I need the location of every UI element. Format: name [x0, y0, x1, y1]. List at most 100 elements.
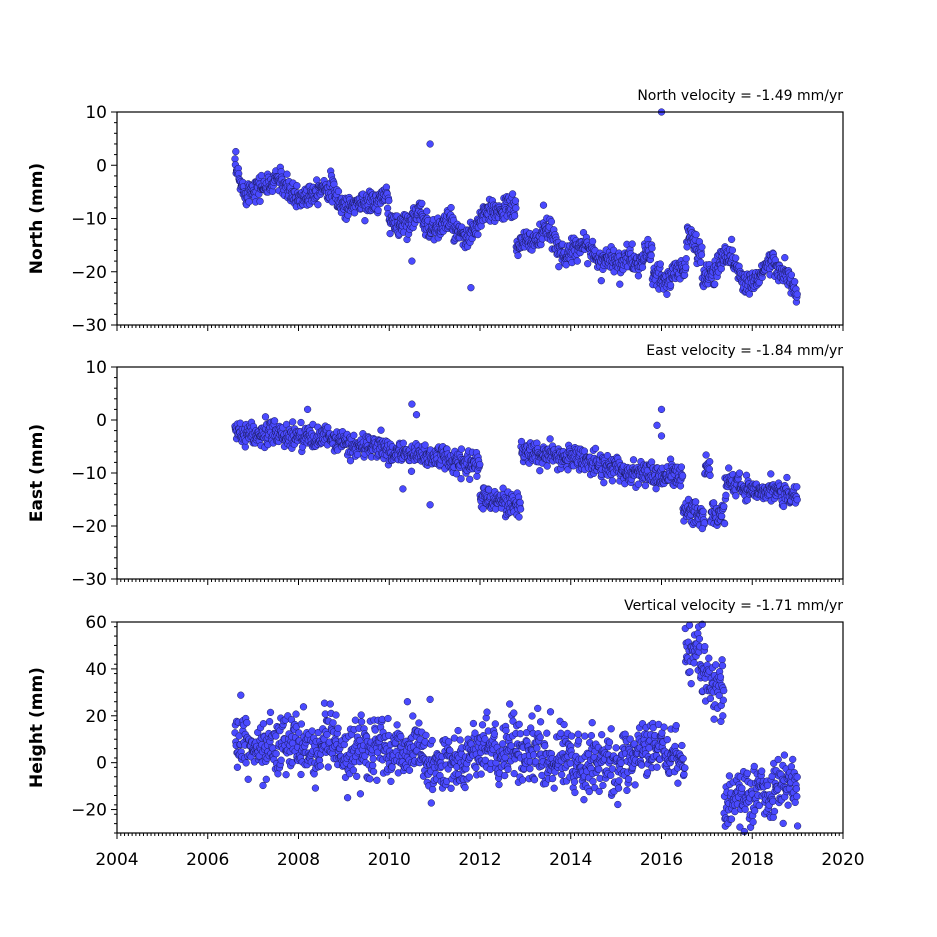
- north-ytick-label: −30: [71, 316, 107, 336]
- height-point: [334, 724, 342, 732]
- north-outlier-point: [408, 257, 416, 265]
- height-point: [387, 777, 395, 786]
- east-point: [546, 435, 554, 443]
- height-point: [242, 759, 250, 767]
- height-point: [349, 766, 358, 774]
- height-point: [631, 781, 639, 789]
- east-ytick-label: −10: [71, 464, 107, 484]
- height-point: [384, 714, 392, 723]
- height-point: [332, 711, 340, 719]
- north-outlier-point: [426, 140, 434, 148]
- height-xtick-label: 2020: [821, 850, 864, 870]
- east-point: [466, 475, 474, 483]
- height-point: [428, 736, 436, 745]
- height-point: [560, 720, 568, 729]
- height-xtick-label: 2014: [549, 850, 592, 870]
- height-point: [282, 771, 290, 779]
- east-point: [720, 502, 728, 511]
- north-point: [791, 278, 799, 286]
- height-point: [638, 761, 646, 769]
- height-point: [528, 712, 536, 720]
- north-title: North velocity = -1.49 mm/yr: [637, 88, 843, 104]
- north-point: [245, 198, 253, 206]
- height-point: [366, 775, 374, 783]
- height-point: [243, 719, 251, 727]
- height-point: [718, 662, 727, 670]
- height-point: [259, 781, 267, 790]
- east-point: [677, 463, 686, 471]
- height-point: [653, 763, 661, 771]
- north-point: [283, 170, 291, 178]
- height-point: [526, 765, 534, 773]
- height-panel: Vertical velocity = -1.71 mm/yr Height (m…: [27, 598, 865, 870]
- height-point: [690, 659, 698, 667]
- height-point: [605, 738, 614, 746]
- north-point: [573, 257, 581, 265]
- height-point: [663, 735, 671, 744]
- height-point: [297, 720, 306, 728]
- north-ytick-label: −10: [71, 210, 107, 230]
- height-point: [712, 661, 720, 669]
- north-ylabel: North (mm): [27, 163, 47, 274]
- height-point: [237, 691, 245, 699]
- north-point: [386, 229, 394, 238]
- north-point: [588, 237, 597, 246]
- east-outlier-point: [399, 485, 407, 493]
- height-point: [515, 720, 523, 728]
- height-point: [262, 775, 270, 783]
- height-point: [706, 694, 715, 703]
- height-point: [499, 740, 507, 748]
- height-point: [574, 737, 583, 745]
- height-point: [725, 772, 734, 780]
- height-point: [750, 762, 758, 771]
- north-ytick-label: −20: [71, 263, 107, 283]
- north-point: [648, 244, 656, 252]
- height-xtick-label: 2008: [277, 850, 320, 870]
- height-point: [326, 700, 334, 708]
- height-point: [353, 772, 361, 781]
- north-point: [682, 255, 690, 263]
- north-point: [423, 207, 431, 215]
- height-point: [533, 744, 541, 752]
- north-point: [682, 263, 690, 271]
- height-point: [617, 759, 625, 767]
- east-point: [641, 481, 650, 490]
- north-point: [781, 254, 789, 262]
- height-point: [272, 750, 280, 758]
- east-point: [725, 464, 733, 472]
- east-panel: East velocity = -1.84 mm/yr East (mm) −30 −…: [27, 343, 844, 590]
- east-point: [353, 450, 362, 459]
- height-point: [274, 770, 282, 778]
- east-point: [699, 507, 707, 516]
- height-point: [244, 775, 252, 783]
- height-point: [719, 696, 727, 704]
- height-ytick-label: 40: [85, 660, 107, 680]
- east-outlier-point: [412, 411, 421, 419]
- height-point: [695, 635, 704, 643]
- east-point: [457, 475, 465, 483]
- height-point: [393, 721, 401, 729]
- height-point: [758, 767, 766, 775]
- north-points: [231, 108, 801, 306]
- north-point: [628, 240, 636, 248]
- height-point: [612, 744, 620, 752]
- north-panel: North velocity = -1.49 mm/yr North (mm) −3…: [27, 88, 844, 336]
- north-point: [508, 190, 517, 198]
- height-point: [259, 720, 268, 728]
- east-point: [705, 465, 713, 473]
- height-point: [536, 718, 545, 726]
- height-point: [415, 719, 423, 727]
- height-point: [397, 732, 405, 741]
- height-point: [548, 774, 557, 783]
- height-point: [779, 819, 787, 828]
- east-outlier-point: [698, 524, 706, 533]
- height-point: [580, 796, 588, 804]
- north-point: [616, 280, 624, 288]
- height-xtick-label: 2012: [458, 850, 501, 870]
- height-point: [749, 818, 757, 826]
- north-point: [584, 260, 592, 268]
- north-point: [334, 187, 343, 196]
- height-point: [495, 780, 503, 789]
- north-point: [474, 230, 482, 239]
